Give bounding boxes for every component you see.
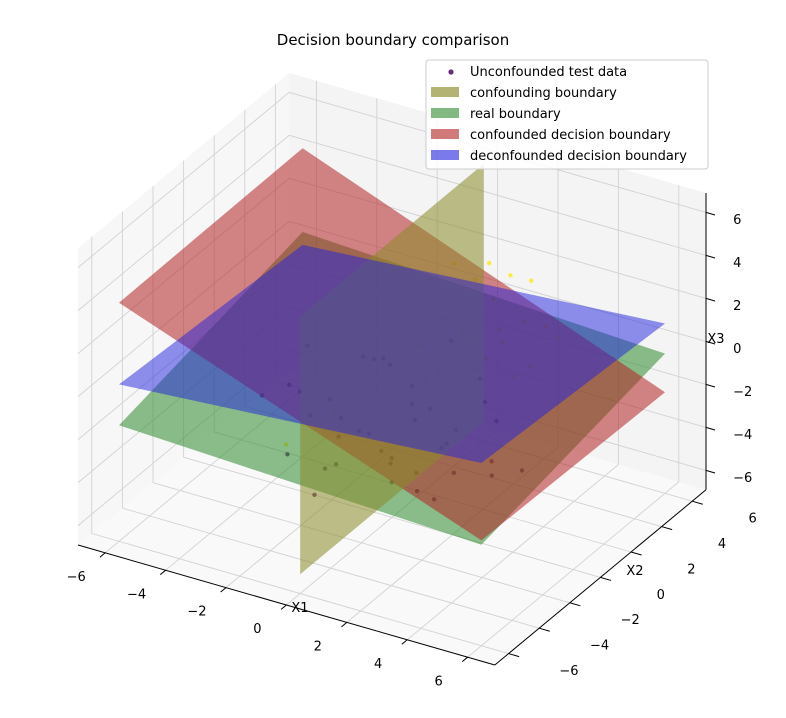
x-tick bbox=[280, 604, 287, 610]
grid-line bbox=[467, 481, 680, 658]
y-tick bbox=[692, 500, 703, 505]
y-tick bbox=[508, 653, 520, 658]
x-axis-label: X1 bbox=[291, 601, 308, 616]
y-tick-label: −2 bbox=[621, 613, 640, 628]
x-tick-label: −2 bbox=[187, 605, 206, 620]
y-tick-label: 0 bbox=[657, 588, 665, 603]
x-tick bbox=[341, 621, 348, 628]
z-tick bbox=[705, 211, 716, 216]
z-axis-label: X3 bbox=[707, 332, 724, 347]
y-tick-label: 2 bbox=[687, 562, 695, 577]
z-tick-label: 4 bbox=[733, 256, 741, 271]
legend-patch-confounding bbox=[431, 87, 459, 97]
y-tick bbox=[539, 627, 550, 632]
x-tick bbox=[401, 639, 408, 645]
legend-frame bbox=[425, 59, 709, 170]
chart-title: Decision boundary comparison bbox=[277, 31, 509, 49]
axes: −6 −6 −6 −4 −4 −4 −2 −2 −2 0 0 0 2 2 2 4 4 4 6 6 6 bbox=[67, 193, 757, 689]
legend-label-real: real boundary bbox=[470, 107, 561, 122]
legend-label-test-data: Unconfounded test data bbox=[470, 65, 627, 80]
scatter-point-class-1 bbox=[529, 278, 534, 283]
x-tick-label: 4 bbox=[374, 657, 382, 672]
legend: Unconfounded test data confounding bound… bbox=[425, 59, 709, 170]
z-tick bbox=[705, 383, 716, 388]
grid-line bbox=[183, 456, 601, 578]
scatter-point-class-1 bbox=[487, 260, 492, 266]
legend-marker-test-data bbox=[448, 69, 454, 75]
z-tick-label: 2 bbox=[733, 299, 741, 314]
grid-line bbox=[77, 134, 290, 311]
z-tick-label: −4 bbox=[733, 428, 752, 443]
grid-line bbox=[406, 464, 619, 641]
grid-line bbox=[77, 91, 290, 268]
z-tick-label: −2 bbox=[733, 385, 752, 400]
z-tick bbox=[705, 254, 716, 259]
x-tick-label: −6 bbox=[67, 570, 86, 585]
z-tick bbox=[705, 426, 716, 431]
z-tick-label: −6 bbox=[733, 471, 752, 486]
grid-line bbox=[289, 134, 707, 256]
y-axis-label: X2 bbox=[626, 564, 643, 579]
z-tick bbox=[705, 297, 716, 302]
legend-label-confounded: confounded decision boundary bbox=[470, 128, 671, 143]
x-tick bbox=[99, 552, 106, 558]
x-tick bbox=[220, 587, 227, 593]
legend-patch-deconfounded bbox=[431, 150, 459, 160]
y-tick bbox=[630, 551, 642, 556]
legend-label-confounding: confounding boundary bbox=[470, 86, 617, 101]
x-tick-label: 0 bbox=[253, 622, 261, 637]
x-tick-label: −4 bbox=[127, 587, 146, 602]
legend-patch-confounded bbox=[431, 129, 459, 139]
z-tick-label: 6 bbox=[733, 213, 741, 228]
boundary-planes bbox=[119, 148, 665, 575]
y-tick bbox=[569, 602, 581, 607]
y-tick bbox=[661, 526, 673, 531]
scatter-point-class-1 bbox=[508, 273, 513, 278]
x-tick bbox=[461, 656, 468, 663]
y-tick-label: 4 bbox=[718, 537, 726, 552]
y-tick bbox=[600, 576, 612, 581]
x-tick-label: 2 bbox=[314, 640, 322, 655]
y-tick-label: −6 bbox=[559, 664, 578, 679]
x-tick bbox=[159, 569, 166, 576]
legend-label-deconfounded: deconfounded decision boundary bbox=[470, 149, 687, 164]
y-tick-label: 6 bbox=[748, 512, 756, 527]
deconfounded-boundary-plane bbox=[119, 244, 665, 463]
z-tick bbox=[705, 340, 716, 345]
x-tick-label: 6 bbox=[434, 674, 442, 689]
legend-patch-real bbox=[431, 108, 459, 118]
z-tick bbox=[705, 469, 716, 474]
y-tick-label: −4 bbox=[590, 639, 609, 654]
z-tick-label: 0 bbox=[733, 342, 741, 357]
